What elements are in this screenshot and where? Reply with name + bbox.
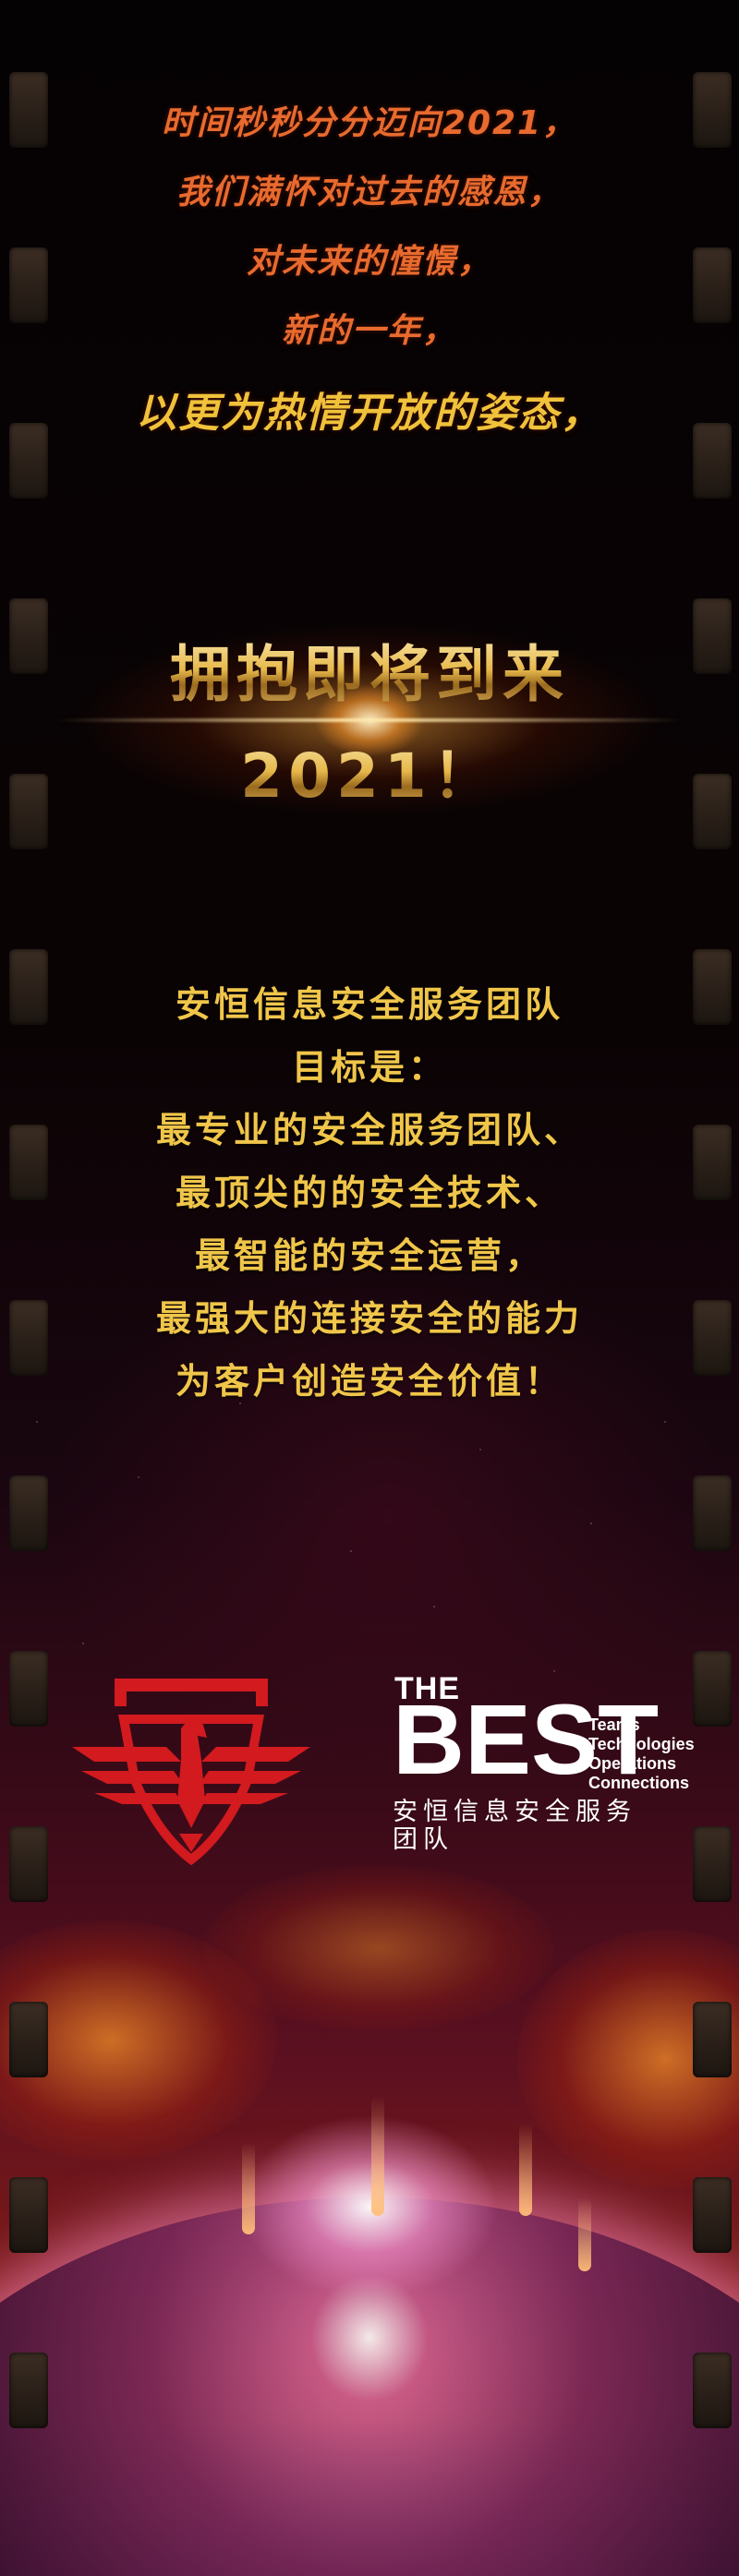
rocket-flame-2	[371, 2096, 384, 2216]
rocket-flame-1	[242, 2142, 255, 2234]
film-hole	[693, 2177, 732, 2253]
film-hole	[9, 2353, 48, 2428]
film-hole	[693, 1826, 732, 1902]
goal-line: 最强大的连接安全的能力	[155, 1298, 583, 1339]
film-hole	[9, 2177, 48, 2253]
eagle-shield-icon	[72, 1679, 310, 1866]
rocket-flame-3	[519, 2124, 532, 2216]
film-hole	[693, 1651, 732, 1727]
goal-line: 目标是：	[291, 1047, 447, 1088]
the-best-logo: THE BEST Teams Technologies Operations C…	[67, 1671, 695, 1874]
logo-team-name: 安恒信息安全服务团队	[393, 1798, 636, 1854]
film-hole	[9, 1300, 48, 1376]
goal-line: 安恒信息安全服务团队	[175, 984, 563, 1025]
goal-line: 最专业的安全服务团队、	[155, 1110, 583, 1150]
film-hole	[693, 2002, 732, 2077]
film-hole	[9, 1125, 48, 1200]
film-hole	[693, 1125, 732, 1200]
rocket-flame-4	[578, 2197, 591, 2271]
film-hole	[693, 1300, 732, 1376]
film-strip-right	[684, 0, 739, 2576]
goal-line: 为客户创造安全价值！	[175, 1361, 563, 1402]
logo-tagline-connections: Connections	[588, 1774, 690, 1792]
intro-text: 时间秒秒分分迈向2021， 我们满怀对过去的感恩， 对未来的憧憬， 新的一年， …	[74, 89, 665, 448]
logo-the: THE	[394, 1671, 460, 1706]
film-hole	[9, 598, 48, 674]
film-hole	[693, 949, 732, 1025]
film-strip-left	[0, 0, 57, 2576]
headline-line-2: 2021！	[74, 726, 665, 827]
logo-tagline-technologies: Technologies	[588, 1735, 695, 1753]
intro-line: 时间秒秒分分迈向2021，	[161, 104, 578, 142]
intro-line: 对未来的憧憬，	[246, 243, 492, 281]
film-hole	[9, 1651, 48, 1727]
film-hole	[693, 72, 732, 148]
film-hole	[693, 423, 732, 499]
intro-line: 新的一年，	[281, 312, 457, 350]
headline-line-1: 拥抱即将到来	[74, 624, 665, 726]
goal-line: 最智能的安全运营，	[194, 1235, 544, 1276]
lens-flare-line	[55, 718, 684, 722]
goals-text: 安恒信息安全服务团队 目标是： 最专业的安全服务团队、 最顶尖的的安全技术、 最…	[74, 973, 665, 1413]
film-hole	[693, 247, 732, 323]
planet-glow	[240, 2114, 499, 2299]
intro-line: 以更为热情开放的姿态，	[136, 390, 603, 437]
film-hole	[693, 1475, 732, 1551]
film-hole	[9, 949, 48, 1025]
goal-line: 最顶尖的的安全技术、	[175, 1173, 563, 1213]
intro-line: 我们满怀对过去的感恩，	[176, 174, 563, 211]
film-hole	[9, 1475, 48, 1551]
logo-tagline-teams: Teams	[588, 1715, 640, 1734]
film-hole	[9, 774, 48, 849]
film-hole	[693, 2353, 732, 2428]
film-hole	[9, 423, 48, 499]
logo-text: THE BEST Teams Technologies Operations C…	[321, 1671, 695, 1874]
film-hole	[693, 598, 732, 674]
logo-tagline-operations: Operations	[588, 1754, 677, 1773]
film-hole	[9, 2002, 48, 2077]
logo-best: BEST	[393, 1683, 660, 1795]
film-hole	[9, 72, 48, 148]
film-hole	[9, 247, 48, 323]
film-hole	[9, 1826, 48, 1902]
fire-cloud-center	[203, 1865, 554, 2031]
headline: 拥抱即将到来 2021！	[74, 624, 665, 827]
film-hole	[693, 774, 732, 849]
